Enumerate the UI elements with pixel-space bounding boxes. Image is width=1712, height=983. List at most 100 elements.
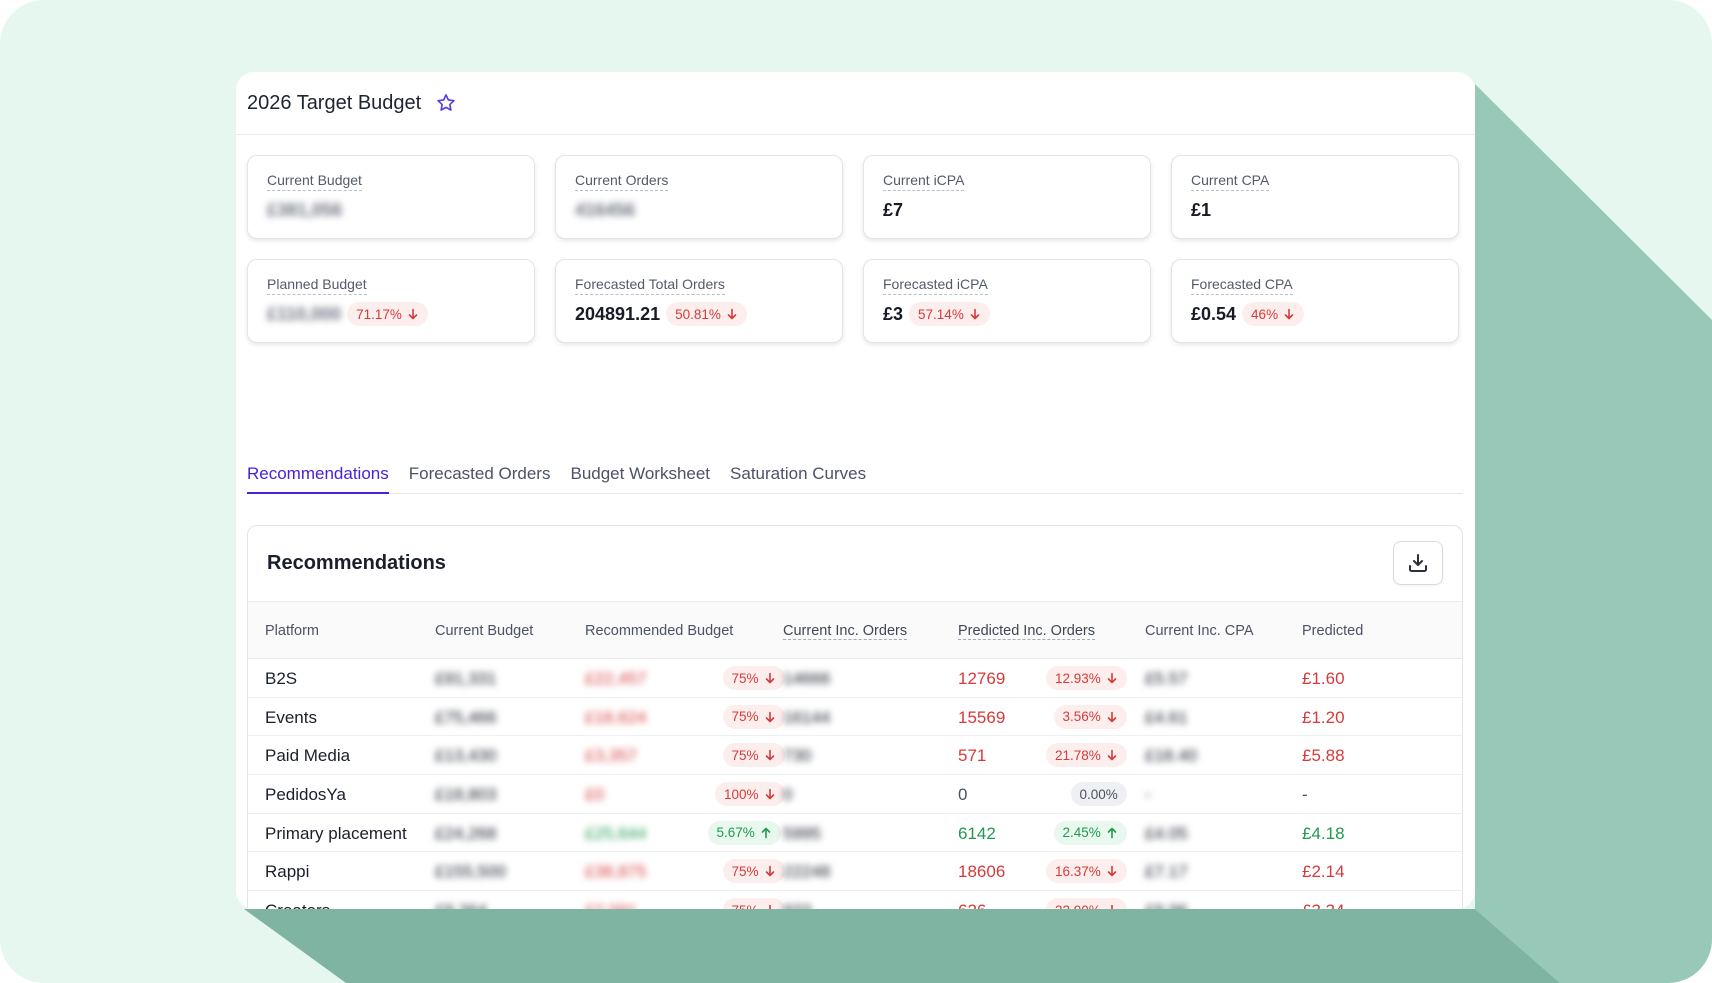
- predicted-orders-cell: 626: [958, 901, 986, 909]
- current-orders-cell: 16144: [783, 707, 831, 727]
- change-badge: 2.45%: [1053, 820, 1127, 845]
- kpi-label: Current iCPA: [883, 172, 965, 191]
- tab-recommendations[interactable]: Recommendations: [247, 452, 389, 494]
- kpi-value-row: 204891.21 50.81%: [575, 301, 824, 327]
- current-orders-cell: 933: [783, 901, 811, 909]
- table-row[interactable]: Events £75,466 £18,624 75% 16144 15569 3.56% £4…: [248, 698, 1462, 737]
- kpi-label: Planned Budget: [267, 276, 367, 295]
- predicted-cpa-cell: £1.20: [1302, 707, 1345, 727]
- page-title: 2026 Target Budget: [247, 91, 422, 114]
- current-orders-cell: 730: [783, 746, 812, 766]
- arrow-down-icon: [1107, 750, 1117, 761]
- column-header[interactable]: Predicted: [1302, 623, 1364, 639]
- tab-forecasted-orders[interactable]: Forecasted Orders: [408, 464, 551, 483]
- kpi-value: 204891.21: [575, 303, 661, 324]
- kpi-value-row: 416456: [575, 197, 824, 223]
- kpi-value-row: £0.54 46%: [1191, 301, 1440, 327]
- change-badge: 75%: [722, 859, 785, 884]
- predicted-orders-cell: 6142: [958, 823, 996, 843]
- recommended-budget-cell: £0: [585, 785, 604, 805]
- change-badge-text: 57.14%: [918, 306, 964, 322]
- panel-header: 2026 Target Budget: [236, 72, 1475, 135]
- arrow-up-icon: [1107, 827, 1117, 839]
- change-badge: 100%: [715, 782, 785, 807]
- table-row[interactable]: Rappi £155,500 £38,875 75% 22248 18606 16.37% £…: [248, 852, 1462, 892]
- arrow-down-icon: [727, 308, 737, 320]
- kpi-label: Current CPA: [1191, 172, 1270, 191]
- change-badge-text: 21.78%: [1055, 747, 1101, 763]
- platform-cell: Creators: [265, 901, 330, 909]
- predicted-orders-cell: 571: [958, 746, 987, 766]
- kpi-value: £0.54: [1191, 303, 1237, 324]
- change-badge-text: 32.90%: [1055, 903, 1101, 909]
- change-badge: 75%: [722, 898, 785, 909]
- change-badge-text: 75%: [732, 903, 759, 909]
- current-orders-cell: 22248: [783, 862, 831, 882]
- predicted-cpa-cell: £1.60: [1302, 669, 1345, 688]
- change-badge-text: 46%: [1251, 306, 1279, 322]
- column-header[interactable]: Current Inc. CPA: [1145, 623, 1254, 639]
- platform-cell: PedidosYa: [265, 785, 346, 805]
- column-header[interactable]: Current Budget: [435, 623, 534, 639]
- platform-cell: Primary placement: [265, 823, 407, 843]
- current-cpa-cell: £4.05: [1145, 823, 1188, 843]
- table-row[interactable]: Primary placement £24,268 £25,644 5.67% 5995…: [248, 814, 1462, 853]
- arrow-down-icon: [1107, 672, 1117, 684]
- change-badge: 75%: [722, 704, 785, 729]
- predicted-cpa-cell: £4.18: [1302, 823, 1345, 843]
- arrow-up-icon: [761, 827, 771, 839]
- tab-saturation-curves[interactable]: Saturation Curves: [730, 464, 867, 483]
- change-badge: 75%: [722, 743, 785, 768]
- current-cpa-cell: -: [1145, 785, 1151, 805]
- budget-panel: 2026 Target Budget Current Budget £381,05…: [236, 72, 1475, 909]
- table-row[interactable]: B2S £91,331 £22,457 75% 14666 12769 12.93% £5.5…: [248, 659, 1462, 698]
- change-badge-text: 100%: [724, 786, 759, 802]
- current-budget-cell: £18,803: [435, 785, 497, 805]
- arrow-down-icon: [765, 788, 774, 800]
- current-budget-cell: £75,466: [435, 707, 497, 727]
- kpi-grid: Current Budget £381,056 Current Orders 4164…: [247, 155, 1459, 343]
- arrow-down-icon: [765, 866, 774, 877]
- change-badge-text: 71.17%: [356, 306, 402, 322]
- change-badge-text: 75%: [731, 747, 759, 763]
- current-cpa-cell: £18.40: [1145, 746, 1197, 766]
- predicted-cpa-cell: £5.88: [1302, 746, 1345, 766]
- current-cpa-cell: £4.61: [1145, 707, 1188, 727]
- change-badge: 3.56%: [1053, 704, 1127, 729]
- kpi-value: £110,000: [267, 303, 342, 324]
- current-budget-cell: £13,430: [435, 746, 497, 766]
- predicted-orders-cell: 0: [958, 785, 968, 805]
- change-badge-text: 3.56%: [1062, 709, 1101, 725]
- kpi-label: Forecasted Total Orders: [575, 276, 725, 295]
- change-badge: 57.14%: [909, 302, 990, 326]
- arrow-down-icon: [768, 904, 771, 909]
- download-button[interactable]: [1393, 541, 1443, 585]
- recommendations-title: Recommendations: [267, 552, 446, 574]
- change-badge-text: 75%: [731, 670, 759, 686]
- download-icon: [1409, 554, 1427, 572]
- recommendations-header: Recommendations: [248, 526, 1462, 601]
- table-header: Platform Current Budget Recommended Budget…: [248, 601, 1462, 659]
- change-badge: 71.17%: [347, 302, 428, 326]
- tab-budget-worksheet[interactable]: Budget Worksheet: [570, 464, 711, 483]
- change-badge: 16.37%: [1046, 859, 1127, 884]
- column-header[interactable]: Predicted Inc. Orders: [958, 623, 1095, 640]
- column-header[interactable]: Current Inc. Orders: [783, 623, 908, 640]
- kpi-value: £3: [883, 303, 904, 324]
- column-header[interactable]: Recommended Budget: [585, 623, 734, 639]
- current-budget-cell: £8,364: [435, 901, 487, 909]
- table-row[interactable]: Paid Media £13,430 £3,357 75% 730 571 21.78% £1…: [248, 736, 1462, 776]
- star-icon[interactable]: [435, 92, 457, 114]
- change-badge-text: 2.45%: [1062, 825, 1101, 841]
- change-badge: 46%: [1242, 302, 1305, 326]
- table-row[interactable]: Creators £8,364 £2,091 75% 933 626 32.90% £8.96…: [248, 891, 1462, 909]
- current-budget-cell: £24,268: [435, 823, 497, 843]
- table-row[interactable]: PedidosYa £18,803 £0 100% 0 0 0.00% - -: [248, 775, 1462, 814]
- arrow-down-icon: [1107, 866, 1117, 877]
- kpi-value: £1: [1191, 199, 1212, 220]
- change-badge: 21.78%: [1046, 743, 1127, 768]
- change-badge: 5.67%: [707, 820, 781, 845]
- change-badge: 50.81%: [666, 302, 747, 326]
- kpi-value: £381,056: [267, 199, 343, 220]
- kpi-card: Current iCPA £7: [863, 155, 1151, 239]
